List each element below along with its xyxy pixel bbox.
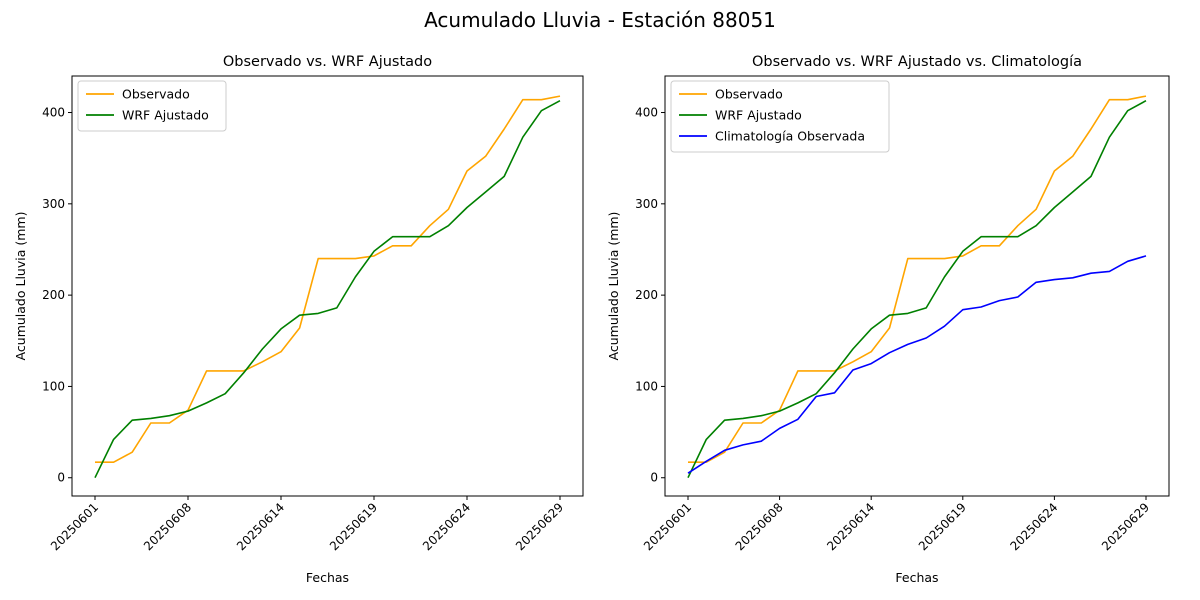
legend-label: WRF Ajustado	[715, 108, 802, 123]
y-tick-label: 300	[635, 197, 658, 211]
y-axis-label: Acumulado Lluvia (mm)	[606, 212, 621, 361]
legend-label: Observado	[122, 87, 190, 102]
x-tick-label: 20250624	[420, 500, 473, 553]
y-axis-label: Acumulado Lluvia (mm)	[13, 212, 28, 361]
y-tick-label: 300	[42, 197, 65, 211]
y-tick-label: 400	[42, 106, 65, 120]
x-tick-label: 20250624	[1007, 500, 1060, 553]
y-tick-label: 0	[650, 471, 658, 485]
legend-label: Observado	[715, 87, 783, 102]
chart-panel-1: Observado vs. WRF Ajustado 0 100 200 300 400 2…	[13, 54, 584, 585]
x-tick-label: 20250619	[916, 500, 969, 553]
y-tick-label: 200	[635, 288, 658, 302]
series-line-wrf-ajustado	[687, 99, 1147, 479]
figure-title: Acumulado Lluvia - Estación 88051	[424, 8, 776, 32]
legend-box	[77, 80, 227, 132]
panel-title: Observado vs. WRF Ajustado vs. Climatolo…	[752, 54, 1082, 70]
x-tick-label: 20250608	[733, 500, 786, 553]
x-tick-label: 20250629	[1099, 500, 1152, 553]
x-axis-label: Fechas	[306, 570, 349, 585]
series-line-observado	[688, 95, 1147, 463]
series-line-climatolog-a-observada	[687, 255, 1147, 474]
x-tick-label: 20250629	[513, 500, 566, 553]
series-line-observado	[95, 95, 561, 463]
x-tick-label: 20250608	[141, 500, 194, 553]
legend: Observado WRF Ajustado	[77, 80, 227, 132]
x-tick-label: 20250614	[234, 500, 287, 553]
legend: Observado WRF Ajustado Climatología Observ…	[670, 80, 890, 153]
x-tick-label: 20250601	[641, 500, 694, 553]
x-tick-label: 20250619	[327, 500, 380, 553]
x-tick-label: 20250601	[48, 500, 101, 553]
legend-label: Climatología Observada	[715, 129, 865, 144]
y-tick-label: 0	[57, 471, 65, 485]
y-tick-label: 100	[42, 379, 65, 393]
y-tick-label: 200	[42, 288, 65, 302]
panel-title: Observado vs. WRF Ajustado	[223, 54, 432, 70]
axes-frame	[71, 75, 584, 497]
chart-panel-2: Observado vs. WRF Ajustado vs. Climatolo…	[606, 54, 1170, 585]
axes-frame	[664, 75, 1170, 497]
y-tick-label: 400	[635, 106, 658, 120]
legend-label: WRF Ajustado	[122, 108, 209, 123]
x-axis-label: Fechas	[895, 570, 938, 585]
series-line-wrf-ajustado	[94, 99, 561, 479]
legend-box	[670, 80, 890, 153]
x-tick-label: 20250614	[824, 500, 877, 553]
y-tick-label: 100	[635, 379, 658, 393]
